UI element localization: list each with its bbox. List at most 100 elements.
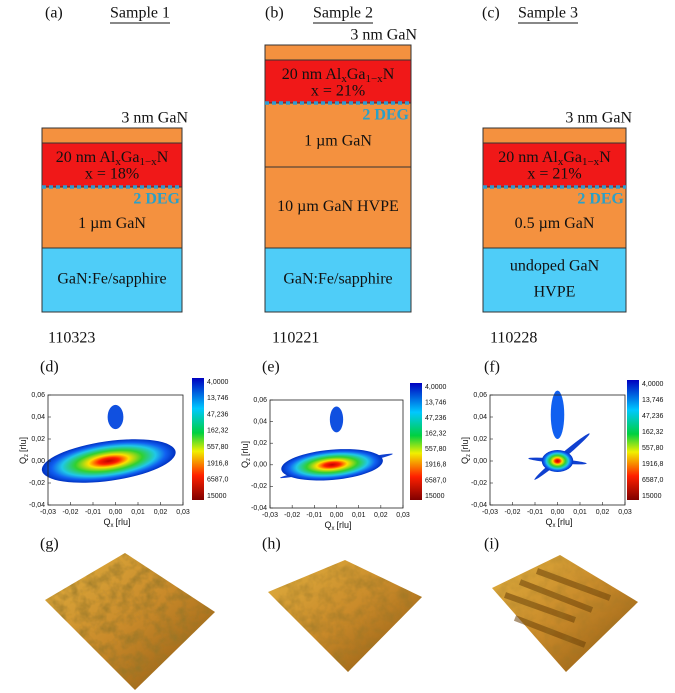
colorbar-label: 4,0000 [425, 384, 447, 391]
layer-label: 1 µm GaN [304, 133, 372, 150]
y-tick-label: 0,00 [253, 462, 267, 469]
x-tick-label: -0,03 [40, 509, 56, 516]
colorbar-label: 6587,0 [207, 477, 229, 484]
subscript: z [246, 458, 252, 461]
y-tick-label: -0,02 [29, 480, 45, 487]
subscript: 1−x [139, 156, 157, 168]
subscript: 1−x [582, 156, 600, 168]
barrier-text: N [157, 149, 169, 166]
y-tick-label: -0,02 [471, 480, 487, 487]
colorbar [627, 380, 639, 500]
page: {"panels":[ {"letter":"(a)","title":"Sam… [0, 0, 675, 693]
cap-label: 3 nm GaN [350, 27, 417, 44]
colorbar-label: 162,32 [425, 431, 447, 438]
ylabel-label: Qz [rlu] [240, 441, 251, 468]
intensity-region [551, 391, 565, 439]
colorbar-label: 6587,0 [642, 477, 664, 484]
y-tick-label: 0,02 [31, 436, 45, 443]
axis-text: [rlu] [240, 441, 250, 456]
y-tick-label: 0,00 [473, 458, 487, 465]
colorbar-label: 1916,8 [642, 461, 664, 468]
composition: x = 18% [85, 166, 139, 183]
colorbar-label: 6587,0 [425, 477, 447, 484]
colorbar-label: 162,32 [207, 428, 229, 435]
axis-text: Q [104, 517, 111, 527]
axis-text: [rlu] [116, 517, 131, 527]
sample-title: Sample 3 [518, 5, 578, 22]
y-tick-label: 0,04 [31, 414, 45, 421]
intensity-region [108, 405, 124, 429]
y-tick-label: 0,04 [473, 414, 487, 421]
afm-texture [268, 560, 422, 672]
axis-text: [rlu] [558, 517, 573, 527]
y-tick-label: 0,06 [253, 397, 267, 404]
xlabel-label: Qx[rlu] [325, 520, 352, 531]
axis-text: [rlu] [460, 437, 470, 452]
afm-texture [45, 553, 215, 690]
composition: x = 21% [527, 166, 581, 183]
colorbar-label: 13,746 [425, 399, 447, 406]
cap-layer [483, 128, 626, 143]
y-tick-label: 0,02 [253, 440, 267, 447]
x-tick-label: 0,02 [374, 512, 388, 519]
x-tick-label: -0,01 [85, 509, 101, 516]
intensity-region [280, 445, 384, 484]
2deg-label: 2 DEG [362, 107, 409, 124]
axis-text: Q [546, 517, 553, 527]
axis-text: Q [460, 457, 470, 464]
y-tick-label: -0,02 [251, 483, 267, 490]
barrier-text: N [383, 66, 395, 83]
panel-letter: (c) [482, 5, 500, 22]
barrier-text: N [599, 149, 611, 166]
y-tick-label: 0,06 [473, 392, 487, 399]
sample-title: Sample 2 [313, 5, 373, 22]
xlabel-label: Qx[rlu] [546, 517, 573, 528]
cap-label: 3 nm GaN [565, 110, 632, 127]
x-tick-label: 0,01 [352, 512, 366, 519]
axis-text: Q [240, 461, 250, 468]
x-tick-label: -0,03 [262, 512, 278, 519]
subscript: x [332, 526, 335, 532]
y-tick-label: 0,06 [31, 392, 45, 399]
panel-letter: (d) [40, 359, 59, 376]
panel-letter: (h) [262, 536, 281, 553]
panel-letter: (i) [484, 536, 499, 553]
x-tick-label: -0,02 [63, 509, 79, 516]
2deg-label: 2 DEG [577, 191, 624, 208]
colorbar-label: 15000 [425, 493, 445, 500]
x-tick-label: 0,02 [154, 509, 168, 516]
intensity-region [39, 432, 178, 490]
colorbar-label: 557,80 [642, 445, 664, 452]
subscript: z [466, 454, 472, 457]
x-tick-label: 0,00 [330, 512, 344, 519]
x-tick-label: 0,01 [573, 509, 587, 516]
x-tick-label: 0,01 [131, 509, 145, 516]
x-tick-label: -0,01 [306, 512, 322, 519]
x-tick-label: 0,02 [596, 509, 610, 516]
panel-letter: (a) [45, 5, 63, 22]
layer-label: 10 µm GaN HVPE [277, 198, 399, 215]
2deg-label: 2 DEG [133, 191, 180, 208]
colorbar-label: 4,0000 [642, 381, 664, 388]
axis-text: Q [325, 520, 332, 530]
layer-label: 1 µm GaN [78, 215, 146, 232]
y-tick-label: 0,00 [31, 458, 45, 465]
ylabel-label: Qz[rlu] [18, 437, 29, 464]
y-tick-label: 0,04 [253, 418, 267, 425]
barrier-text: 20 nm Al [498, 149, 558, 166]
intensity-region [330, 406, 343, 432]
afm-surfaces [45, 553, 638, 690]
xlabel-label: Qx[rlu] [104, 517, 131, 528]
panel-letter: (e) [262, 359, 280, 376]
barrier-text: Ga [563, 149, 582, 166]
colorbar-label: 1916,8 [425, 462, 447, 469]
x-tick-label: -0,01 [527, 509, 543, 516]
colorbar-label: 557,80 [425, 446, 447, 453]
barrier-text: Ga [121, 149, 140, 166]
substrate-label: GaN:Fe/sapphire [283, 271, 392, 288]
panel-letter: (f) [484, 359, 500, 376]
afm-texture [492, 555, 638, 672]
colorbar-label: 47,236 [642, 413, 664, 420]
y-tick-label: -0,04 [471, 502, 487, 509]
x-tick-label: 0,00 [551, 509, 565, 516]
